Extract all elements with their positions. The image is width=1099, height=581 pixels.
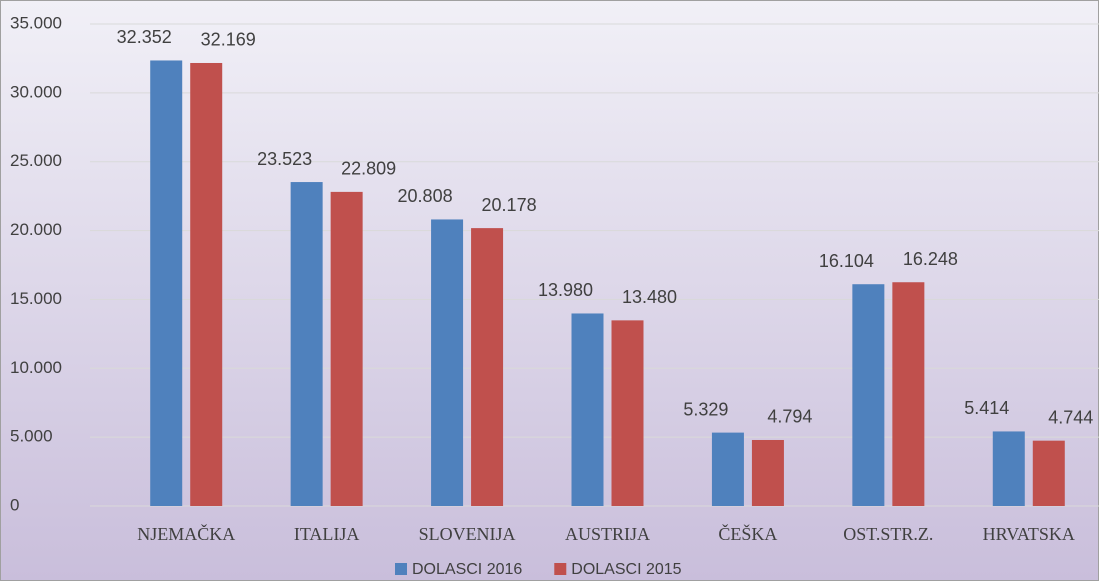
bar [892, 282, 925, 506]
value-label: 22.809 [341, 159, 396, 179]
value-label: 20.808 [398, 186, 453, 206]
value-label: 13.480 [622, 287, 677, 307]
y-tick-label: 5.000 [10, 427, 53, 446]
x-tick-label: HRVATSKA [983, 524, 1075, 544]
x-tick-label: NJEMAČKA [137, 523, 235, 544]
y-tick-label: 15.000 [10, 289, 62, 308]
y-tick-label: 10.000 [10, 358, 62, 377]
value-label: 4.744 [1048, 407, 1093, 427]
x-tick-label: ITALIJA [294, 524, 360, 544]
bar [1032, 440, 1065, 506]
bar [150, 60, 183, 507]
bar [190, 62, 223, 507]
bar [330, 191, 363, 506]
legend-label: DOLASCI 2016 [412, 561, 522, 578]
y-tick-label: 35.000 [10, 13, 62, 32]
value-label: 23.523 [257, 149, 312, 169]
legend-label: DOLASCI 2015 [571, 561, 681, 578]
legend-swatch [554, 563, 567, 575]
legend-swatch [395, 563, 407, 575]
bar [992, 431, 1025, 506]
y-tick-label: 20.000 [10, 220, 62, 239]
y-tick-label: 0 [10, 495, 19, 514]
value-label: 16.248 [903, 249, 958, 269]
x-tick-label: OST.STR.Z. [843, 524, 933, 544]
bar [711, 432, 744, 506]
value-label: 32.352 [117, 27, 172, 47]
bar [852, 284, 885, 506]
value-label: 32.169 [201, 30, 256, 50]
bar [471, 228, 504, 506]
x-tick-label: ČEŠKA [718, 523, 777, 544]
value-label: 16.104 [819, 251, 874, 271]
bar [751, 439, 784, 506]
value-label: 13.980 [538, 280, 593, 300]
value-label: 20.178 [482, 195, 537, 215]
value-label: 4.794 [767, 407, 812, 427]
bar [290, 182, 323, 506]
bar [611, 320, 644, 506]
x-tick-label: AUSTRIJA [565, 524, 650, 544]
value-label: 5.329 [683, 399, 728, 419]
y-tick-label: 30.000 [10, 82, 62, 101]
bar [571, 313, 604, 506]
y-tick-label: 25.000 [10, 151, 62, 170]
bar [431, 219, 464, 507]
value-label: 5.414 [964, 398, 1009, 418]
x-tick-label: SLOVENIJA [419, 524, 516, 544]
